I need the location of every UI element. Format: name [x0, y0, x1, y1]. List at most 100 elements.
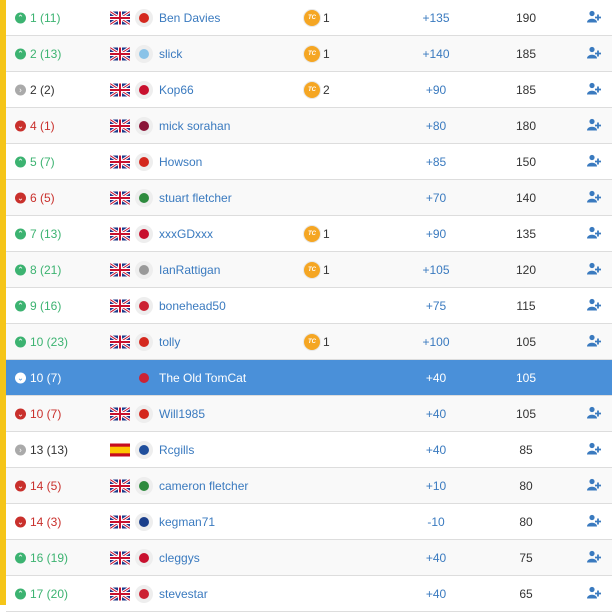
team-crest-icon: [135, 548, 153, 567]
manager-name-link[interactable]: IanRattigan: [159, 262, 221, 277]
add-user-icon[interactable]: [587, 10, 601, 25]
points: 65: [519, 586, 533, 601]
points: 135: [515, 226, 537, 241]
team-crest-icon: [135, 224, 153, 243]
manager-name-link[interactable]: stuart fletcher: [159, 190, 232, 205]
add-user-icon[interactable]: [587, 298, 601, 313]
manager-name-link[interactable]: cleggys: [159, 550, 200, 565]
table-row: ⌃ 17 (20) stevestar +40 65: [6, 576, 612, 612]
points: 105: [515, 406, 537, 421]
flag-uk-icon: [109, 45, 131, 62]
manager-name-link[interactable]: Kop66: [159, 82, 194, 97]
manager-name-link[interactable]: Ben Davies: [159, 10, 221, 25]
flag-uk-icon: [109, 81, 131, 98]
rank: 10 (23): [30, 334, 69, 349]
arrow-up-icon: ⌃: [15, 336, 26, 347]
add-user-icon[interactable]: [587, 154, 601, 169]
rank: 7 (13): [30, 226, 62, 241]
flag-uk-icon: [109, 225, 131, 242]
points: 120: [515, 262, 537, 277]
point-difference: +105: [422, 262, 450, 277]
point-difference: +90: [425, 82, 447, 97]
arrow-up-icon: ⌃: [15, 552, 26, 563]
team-crest-icon: [135, 44, 153, 63]
point-difference: +75: [425, 298, 447, 313]
add-user-icon[interactable]: [587, 478, 601, 493]
flag-es-icon: [110, 443, 130, 456]
table-row: ⌃ 7 (13) xxxGDxxx TC 1 +90 135: [6, 216, 612, 252]
manager-name-link[interactable]: Will1985: [159, 406, 206, 421]
add-user-icon[interactable]: [587, 118, 601, 133]
rank: 2 (13): [30, 46, 62, 61]
chip-icon: TC: [303, 224, 321, 243]
flag-uk-icon: [109, 189, 131, 206]
table-row: ⌃ 2 (13) slick TC 1 +140 185: [6, 36, 612, 72]
chip-icon: TC: [303, 44, 321, 63]
team-crest-icon: [135, 404, 153, 423]
table-row: ⌃ 16 (19) cleggys +40 75: [6, 540, 612, 576]
table-row: ⌃ 5 (7) Howson +85 150: [6, 144, 612, 180]
chip-icon: TC: [303, 260, 321, 279]
team-crest-icon: [135, 8, 153, 27]
points: 115: [516, 298, 536, 313]
manager-name-link[interactable]: Rcgills: [159, 442, 195, 457]
rank: 14 (3): [30, 514, 62, 529]
flag-uk-icon: [109, 117, 131, 134]
team-crest-icon: [135, 476, 153, 495]
manager-name-link[interactable]: slick: [159, 46, 183, 61]
no-change-icon: ›: [15, 444, 26, 455]
rank: 2 (2): [30, 82, 55, 97]
add-user-icon[interactable]: [587, 586, 601, 601]
table-row: ⌃ 9 (16) bonehead50 +75 115: [6, 288, 612, 324]
arrow-down-icon: ⌄: [15, 120, 26, 131]
point-difference: +100: [422, 334, 450, 349]
team-crest-icon: [135, 584, 153, 603]
flag-uk-icon: [109, 513, 131, 530]
add-user-icon[interactable]: [587, 226, 601, 241]
add-user-icon[interactable]: [587, 46, 601, 61]
manager-name-link[interactable]: xxxGDxxx: [159, 226, 213, 241]
chip-count: 1: [323, 262, 330, 277]
add-user-icon[interactable]: [587, 262, 601, 277]
manager-name-link[interactable]: kegman71: [159, 514, 216, 529]
team-crest-icon: [135, 152, 153, 171]
manager-name-link[interactable]: The Old TomCat: [159, 370, 247, 385]
arrow-up-icon: ⌃: [15, 48, 26, 59]
table-row: ⌃ 10 (23) tolly TC 1 +100 105: [6, 324, 612, 360]
team-crest-icon: [135, 369, 153, 387]
arrow-down-icon: ⌄: [15, 372, 26, 383]
points: 140: [515, 190, 537, 205]
flag-uk-icon: [109, 585, 131, 602]
add-user-icon[interactable]: [587, 406, 601, 421]
point-difference: -10: [427, 514, 445, 529]
add-user-icon[interactable]: [587, 82, 601, 97]
add-user-icon[interactable]: [587, 550, 601, 565]
points: 190: [515, 10, 537, 25]
add-user-icon[interactable]: [587, 190, 601, 205]
team-crest-icon: [135, 116, 153, 135]
table-row: ⌃ 8 (21) IanRattigan TC 1 +105 120: [6, 252, 612, 288]
points: 85: [519, 442, 533, 457]
flag-uk-icon: [109, 297, 131, 314]
add-user-icon[interactable]: [587, 514, 601, 529]
manager-name-link[interactable]: stevestar: [159, 586, 208, 601]
add-user-icon[interactable]: [587, 334, 601, 349]
team-crest-icon: [135, 296, 153, 315]
manager-name-link[interactable]: mick sorahan: [159, 118, 231, 133]
point-difference: +135: [422, 10, 450, 25]
rank: 10 (7): [30, 370, 62, 385]
arrow-up-icon: ⌃: [15, 156, 26, 167]
points: 80: [519, 514, 533, 529]
arrow-down-icon: ⌄: [15, 516, 26, 527]
arrow-up-icon: ⌃: [15, 300, 26, 311]
table-row: › 2 (2) Kop66 TC 2 +90 185: [6, 72, 612, 108]
manager-name-link[interactable]: Howson: [159, 154, 203, 169]
add-user-icon[interactable]: [587, 442, 601, 457]
flag-uk-icon: [109, 477, 131, 494]
points: 185: [515, 82, 537, 97]
manager-name-link[interactable]: tolly: [159, 334, 181, 349]
table-row: › 13 (13) Rcgills +40 85: [6, 432, 612, 468]
manager-name-link[interactable]: bonehead50: [159, 298, 226, 313]
manager-name-link[interactable]: cameron fletcher: [159, 478, 249, 493]
flag-uk-icon: [109, 153, 131, 170]
